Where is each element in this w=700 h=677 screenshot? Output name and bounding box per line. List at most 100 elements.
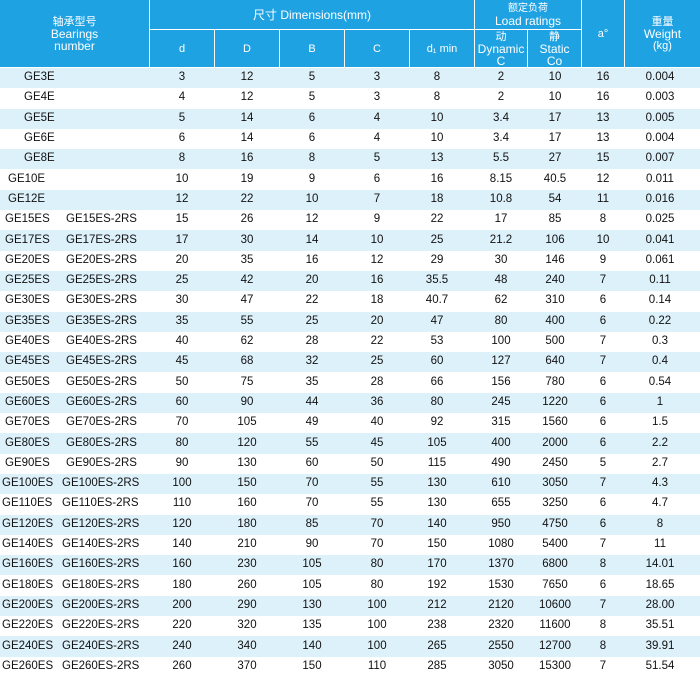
value-cell: 10 bbox=[430, 111, 444, 124]
seal-model-name: GE90ES-2RS bbox=[66, 456, 137, 469]
header-col: C bbox=[345, 30, 410, 68]
value-cell: 8 bbox=[308, 152, 316, 165]
value-cell: 92 bbox=[430, 416, 444, 429]
seal-model-name: GE110ES-2RS bbox=[62, 497, 139, 510]
value-cell: 13 bbox=[430, 152, 444, 165]
value-cell: 75 bbox=[240, 375, 254, 388]
value-cell: 7 bbox=[599, 355, 607, 368]
value-cell: 62 bbox=[494, 294, 508, 307]
header-col: D bbox=[215, 30, 280, 68]
value-cell: 640 bbox=[545, 355, 565, 368]
value-cell: 8.15 bbox=[489, 172, 513, 185]
value-cell: 45 bbox=[370, 436, 384, 449]
value-cell: 5 bbox=[373, 152, 381, 165]
value-cell: 21.2 bbox=[489, 233, 513, 246]
value-cell: 0.3 bbox=[652, 335, 668, 348]
value-cell: 12 bbox=[175, 192, 189, 205]
value-cell: 0.003 bbox=[645, 91, 675, 104]
value-cell: 140 bbox=[427, 517, 447, 530]
value-cell: 10.8 bbox=[489, 192, 513, 205]
model-name: GE110ES bbox=[2, 497, 53, 510]
value-cell: 1530 bbox=[488, 578, 514, 591]
value-cell: 7650 bbox=[542, 578, 568, 591]
header-col: B bbox=[280, 30, 345, 68]
model-name: GE160ES bbox=[2, 558, 54, 571]
value-cell: 6 bbox=[178, 132, 186, 145]
value-cell: 85 bbox=[305, 517, 319, 530]
header-dynamic: 动 Dynamic C bbox=[475, 30, 528, 68]
value-cell: 19 bbox=[240, 172, 254, 185]
header-load: 额定负荷 Load ratings bbox=[475, 0, 582, 30]
value-cell: 7 bbox=[599, 538, 607, 551]
value-cell: 100 bbox=[172, 477, 192, 490]
table-row: GE4E 4 12 5 3 8 2 10 16 0.003 bbox=[0, 88, 700, 109]
table-row: GE60ES GE60ES-2RS 60 90 44 36 80 245 1220 6 1 bbox=[0, 392, 700, 414]
header-text: D bbox=[243, 42, 251, 55]
model-name: GE50ES bbox=[5, 375, 50, 388]
model-name: GE90ES bbox=[5, 456, 50, 469]
value-cell: 130 bbox=[427, 477, 447, 490]
value-cell: 5 bbox=[308, 71, 316, 84]
value-cell: 36 bbox=[370, 395, 384, 408]
value-cell: 212 bbox=[427, 598, 447, 611]
value-cell: 320 bbox=[237, 619, 257, 632]
value-cell: 100 bbox=[367, 639, 387, 652]
header-text: 动 bbox=[495, 30, 507, 43]
value-cell: 6 bbox=[308, 132, 316, 145]
value-cell: 70 bbox=[305, 477, 319, 490]
value-cell: 180 bbox=[172, 578, 192, 591]
model-name: GE200ES bbox=[2, 598, 54, 611]
value-cell: 1560 bbox=[542, 416, 568, 429]
value-cell: 30 bbox=[494, 253, 508, 266]
value-cell: 14 bbox=[240, 111, 254, 124]
value-cell: 5 bbox=[308, 91, 316, 104]
value-cell: 6 bbox=[308, 111, 316, 124]
value-cell: 40 bbox=[175, 335, 189, 348]
header-text: Weight bbox=[643, 26, 682, 41]
value-cell: 49 bbox=[305, 416, 319, 429]
seal-model-name: GE120ES-2RS bbox=[62, 517, 140, 530]
value-cell: 110 bbox=[367, 659, 387, 672]
seal-model-name: GE25ES-2RS bbox=[66, 274, 137, 287]
value-cell: 32 bbox=[305, 355, 319, 368]
header-bearings: 轴承型号 Bearings number bbox=[0, 0, 150, 68]
header-text: C bbox=[373, 42, 381, 55]
seal-model-name: GE80ES-2RS bbox=[66, 436, 137, 449]
seal-model-name: GE30ES-2RS bbox=[66, 294, 137, 307]
value-cell: 13 bbox=[596, 132, 610, 145]
value-cell: 105 bbox=[427, 436, 447, 449]
value-cell: 115 bbox=[427, 456, 447, 469]
header-text: d₁ min bbox=[426, 42, 458, 55]
value-cell: 15300 bbox=[539, 659, 571, 672]
value-cell: 25 bbox=[430, 233, 444, 246]
value-cell: 60 bbox=[175, 395, 189, 408]
value-cell: 7 bbox=[599, 274, 607, 287]
value-cell: 105 bbox=[237, 416, 257, 429]
value-cell: 85 bbox=[548, 213, 562, 226]
value-cell: 6 bbox=[599, 578, 607, 591]
seal-model-name: GE160ES-2RS bbox=[62, 558, 140, 571]
value-cell: 28 bbox=[305, 335, 319, 348]
seal-model-name: GE50ES-2RS bbox=[66, 375, 137, 388]
header-text: C bbox=[496, 53, 506, 68]
value-cell: 0.007 bbox=[645, 152, 675, 165]
value-cell: 16 bbox=[596, 91, 610, 104]
value-cell: 6800 bbox=[542, 558, 568, 571]
value-cell: 220 bbox=[172, 619, 192, 632]
value-cell: 110 bbox=[172, 497, 192, 510]
value-cell: 80 bbox=[370, 578, 384, 591]
header-weight: 重量 Weight (kg) bbox=[625, 0, 700, 68]
value-cell: 0.041 bbox=[645, 233, 675, 246]
model-name: GE140ES bbox=[2, 538, 54, 551]
value-cell: 55 bbox=[305, 436, 319, 449]
value-cell: 48 bbox=[494, 274, 508, 287]
value-cell: 70 bbox=[370, 517, 384, 530]
header-text: a° bbox=[597, 27, 609, 40]
value-cell: 12 bbox=[370, 253, 384, 266]
value-cell: 260 bbox=[172, 659, 192, 672]
value-cell: 8 bbox=[433, 91, 441, 104]
value-cell: 47 bbox=[240, 294, 254, 307]
value-cell: 16 bbox=[240, 152, 254, 165]
value-cell: 8 bbox=[599, 619, 607, 632]
